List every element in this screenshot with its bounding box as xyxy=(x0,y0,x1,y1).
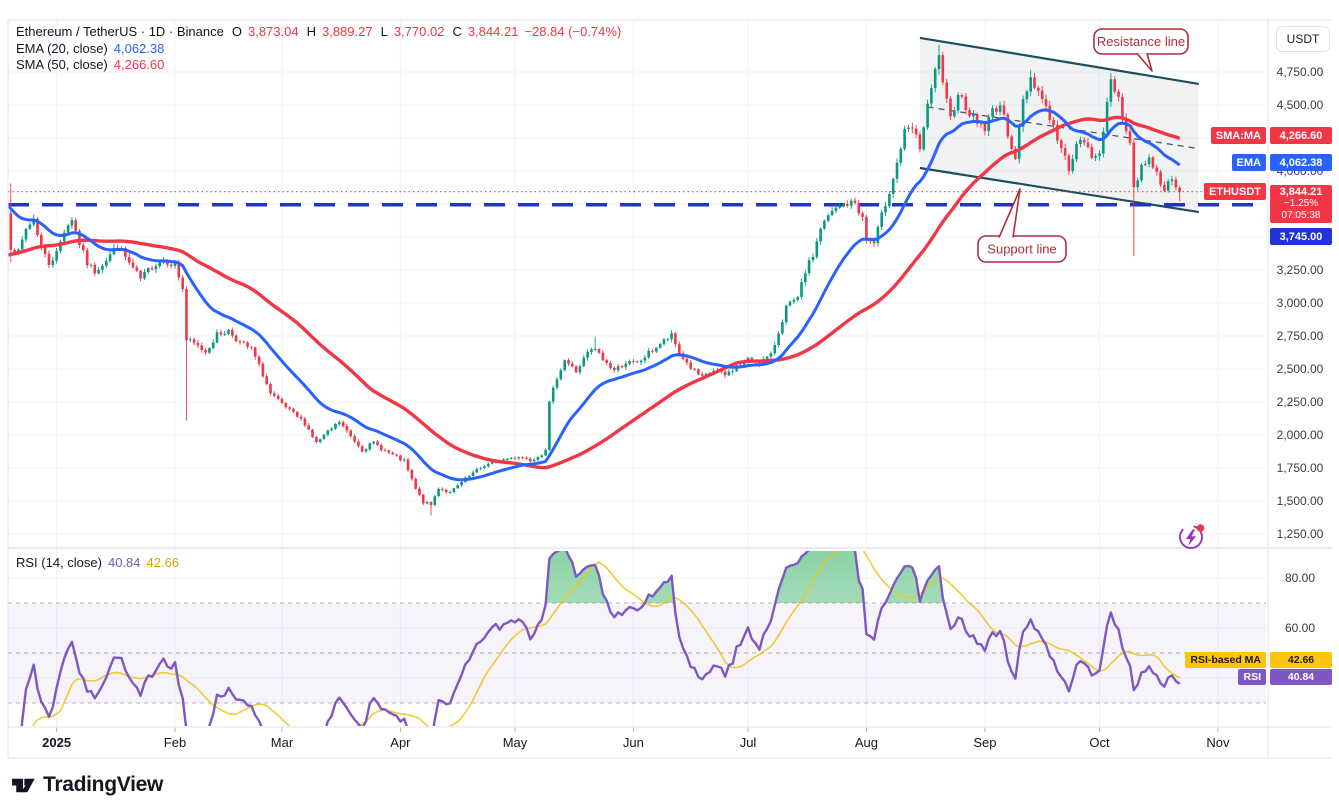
ema-axis-label: EMA xyxy=(1231,154,1266,171)
time-axis[interactable] xyxy=(8,727,1268,758)
svg-text:60.00: 60.00 xyxy=(1285,621,1315,635)
svg-text:Apr: Apr xyxy=(390,735,411,750)
rsi-legend-row[interactable]: RSI (14, close) 40.84 42.66 xyxy=(16,555,179,570)
main-pane xyxy=(8,36,1266,516)
ohlc-high-value: 3,889.27 xyxy=(321,24,373,39)
svg-text:Resistance line: Resistance line xyxy=(1097,34,1185,49)
ohlc-close-label: C xyxy=(452,24,462,39)
svg-text:Nov: Nov xyxy=(1206,735,1230,750)
boost-icon[interactable] xyxy=(1176,521,1206,551)
svg-text:Feb: Feb xyxy=(164,735,186,750)
svg-text:3,250.00: 3,250.00 xyxy=(1277,263,1324,277)
ohlc-high-label: H xyxy=(306,24,316,39)
currency-button[interactable]: USDT xyxy=(1276,26,1330,52)
symbol-axis-label: ETHUSDT xyxy=(1204,183,1266,200)
ohlc-close-value: 3,844.21 xyxy=(467,24,519,39)
last-price-change: −1.25% xyxy=(1283,198,1319,209)
svg-text:Jun: Jun xyxy=(623,735,644,750)
change-value: −28.84 (−0.74%) xyxy=(524,24,622,39)
svg-text:2,000.00: 2,000.00 xyxy=(1277,428,1324,442)
tradingview-logo-text: TradingView xyxy=(43,773,164,796)
svg-text:4,750.00: 4,750.00 xyxy=(1277,65,1324,79)
svg-text:1,250.00: 1,250.00 xyxy=(1277,527,1324,541)
svg-text:Jul: Jul xyxy=(740,735,757,750)
svg-text:2,250.00: 2,250.00 xyxy=(1277,395,1324,409)
last-price-badge: 3,844.21 −1.25% 07:05:38 xyxy=(1270,185,1332,223)
rsi-ma-legend-value: 42.66 xyxy=(146,555,180,570)
svg-text:2025: 2025 xyxy=(42,735,71,750)
symbol-legend-row[interactable]: Ethereum / TetherUS · 1D · Binance O 3,87… xyxy=(16,24,621,39)
sma-axis-value: 4,266.60 xyxy=(1270,127,1332,144)
sma-legend-name: SMA (50, close) xyxy=(16,57,108,72)
ema-legend-name: EMA (20, close) xyxy=(16,41,108,56)
ema-axis-value: 4,062.38 xyxy=(1270,154,1332,171)
callout[interactable]: Resistance line xyxy=(1093,28,1189,72)
sma-legend-value: 4,266.60 xyxy=(113,57,165,72)
svg-text:Oct: Oct xyxy=(1089,735,1110,750)
sma-axis-label: SMA:MA xyxy=(1210,127,1266,144)
rsi-axis-value: 40.84 xyxy=(1270,669,1332,685)
svg-text:80.00: 80.00 xyxy=(1285,571,1315,585)
rsi-ma-axis-value: 42.66 xyxy=(1270,652,1332,668)
svg-text:3,000.00: 3,000.00 xyxy=(1277,296,1324,310)
svg-text:Mar: Mar xyxy=(271,735,294,750)
sma-legend-row[interactable]: SMA (50, close) 4,266.60 xyxy=(16,57,164,72)
callout[interactable]: Support line xyxy=(977,188,1067,263)
svg-text:Support line: Support line xyxy=(987,242,1056,257)
svg-text:2,750.00: 2,750.00 xyxy=(1277,329,1324,343)
ema-legend-value: 4,062.38 xyxy=(113,41,165,56)
ema-legend-row[interactable]: EMA (20, close) 4,062.38 xyxy=(16,41,164,56)
svg-text:Sep: Sep xyxy=(973,735,996,750)
ohlc-open-value: 3,873.04 xyxy=(247,24,299,39)
rsi-legend-name: RSI (14, close) xyxy=(16,555,102,570)
svg-text:1,750.00: 1,750.00 xyxy=(1277,461,1324,475)
symbol-title: Ethereum / TetherUS · 1D · Binance xyxy=(16,24,224,39)
bar-countdown: 07:05:38 xyxy=(1281,210,1321,221)
footer: TradingView xyxy=(0,759,1339,811)
svg-text:4,500.00: 4,500.00 xyxy=(1277,98,1324,112)
rsi-pane xyxy=(8,551,1266,726)
svg-text:Aug: Aug xyxy=(855,735,878,750)
rsi-ma-axis-label: RSI-based MA xyxy=(1185,652,1266,668)
support-level-badge: 3,745.00 xyxy=(1270,228,1332,245)
last-price-value: 3,844.21 xyxy=(1279,186,1323,198)
ohlc-open-label: O xyxy=(231,24,242,39)
ohlc-low-label: L xyxy=(380,24,388,39)
tradingview-logo-icon xyxy=(12,778,35,792)
rsi-legend-value: 40.84 xyxy=(107,555,141,570)
svg-text:May: May xyxy=(503,735,528,750)
svg-text:2,500.00: 2,500.00 xyxy=(1277,362,1324,376)
chart-canvas[interactable]: 4,750.004,500.004,250.004,000.003,750.00… xyxy=(0,0,1339,760)
svg-text:1,500.00: 1,500.00 xyxy=(1277,494,1324,508)
rsi-axis-label: RSI xyxy=(1238,669,1266,685)
ohlc-low-value: 3,770.02 xyxy=(393,24,445,39)
